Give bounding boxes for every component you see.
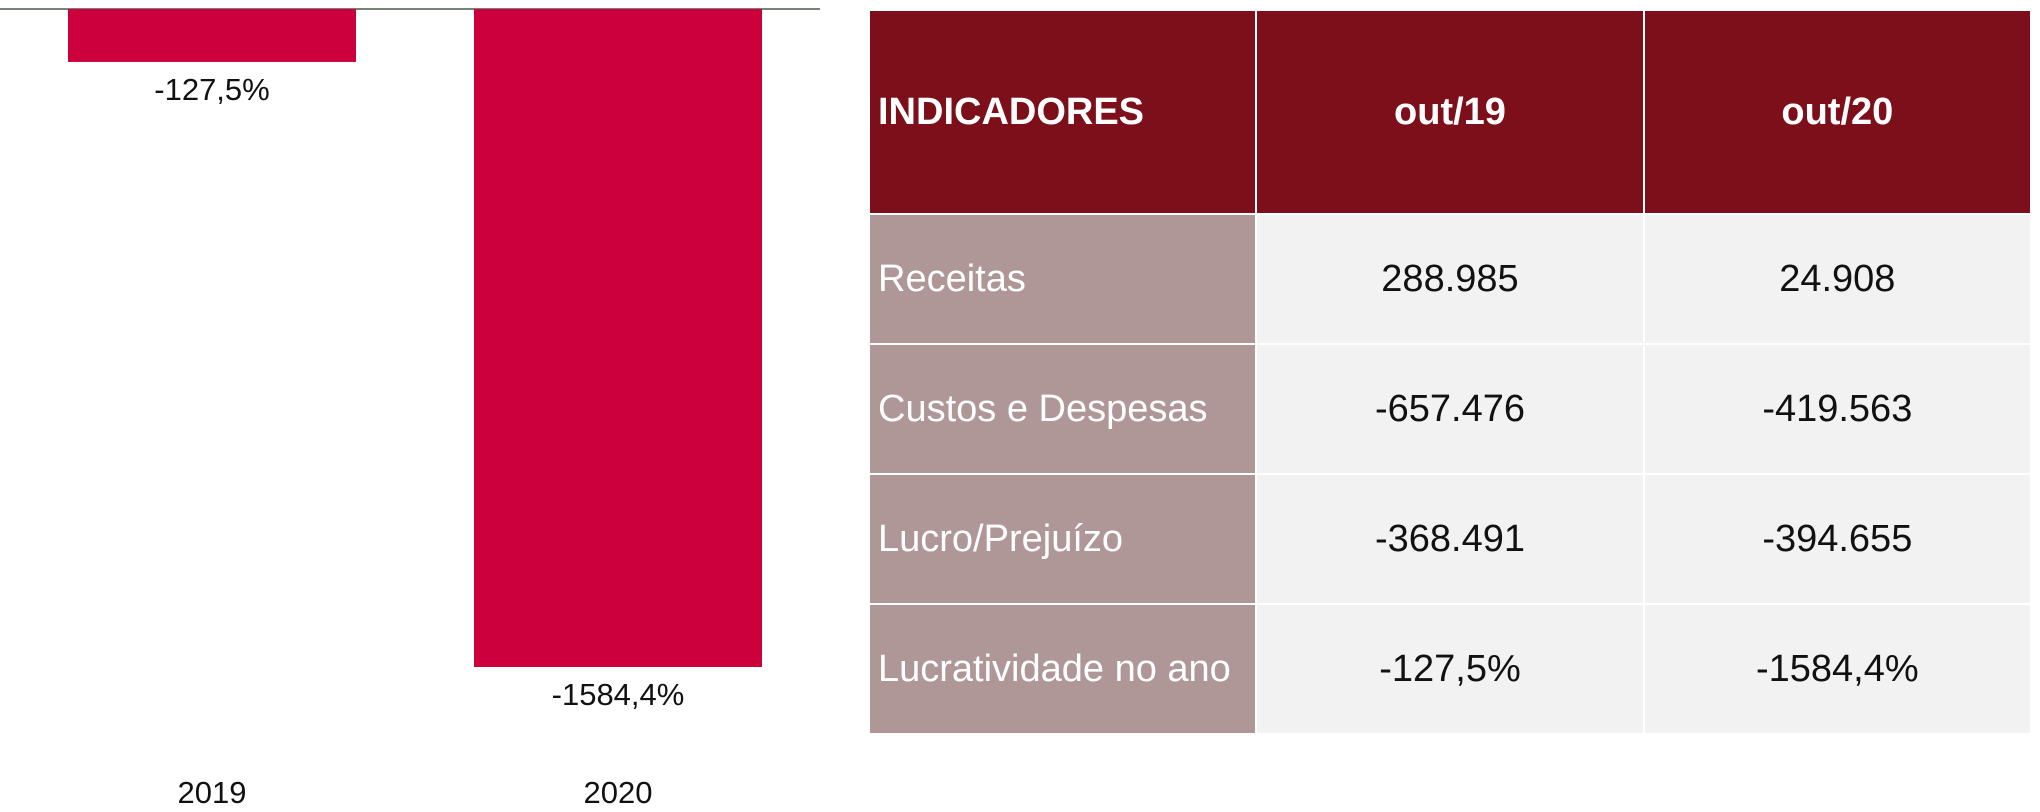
row-label: Custos e Despesas [867, 343, 1258, 475]
chart: -127,5% 2019 -1584,4% 2020 [0, 8, 820, 810]
table-cell: -657.476 [1255, 343, 1645, 475]
header-cell: out/19 [1255, 9, 1645, 215]
row-label: Lucro/Prejuízo [867, 473, 1258, 605]
table-cell: -368.491 [1255, 473, 1645, 605]
table-row: Lucratividade no ano -127,5% -1584,4% [867, 603, 2033, 735]
table-cell: -1584,4% [1642, 603, 2033, 735]
table-cell: -394.655 [1642, 473, 2033, 605]
x-tick-label: 2020 [584, 775, 653, 810]
x-tick-label: 2019 [178, 775, 247, 810]
indicators-table: INDICADORES out/19 out/20 Receitas 288.985 24… [867, 9, 2033, 735]
header-cell: out/20 [1642, 9, 2033, 215]
table-row: Receitas 288.985 24.908 [867, 213, 2033, 345]
header-row: INDICADORES out/19 out/20 [867, 9, 2033, 215]
table-row: Custos e Despesas -657.476 -419.563 [867, 343, 2033, 475]
table-row: Lucro/Prejuízo -368.491 -394.655 [867, 473, 2033, 605]
table-cell: 24.908 [1642, 213, 2033, 345]
table-cell: -419.563 [1642, 343, 2033, 475]
value-label: -1584,4% [552, 677, 685, 712]
table-cell: -127,5% [1255, 603, 1645, 735]
bar [474, 9, 762, 667]
row-label: Receitas [867, 213, 1258, 345]
row-label: Lucratividade no ano [867, 603, 1258, 735]
table-cell: 288.985 [1255, 213, 1645, 345]
value-label: -127,5% [154, 72, 269, 107]
bar [68, 9, 356, 62]
header-cell: INDICADORES [867, 9, 1258, 215]
